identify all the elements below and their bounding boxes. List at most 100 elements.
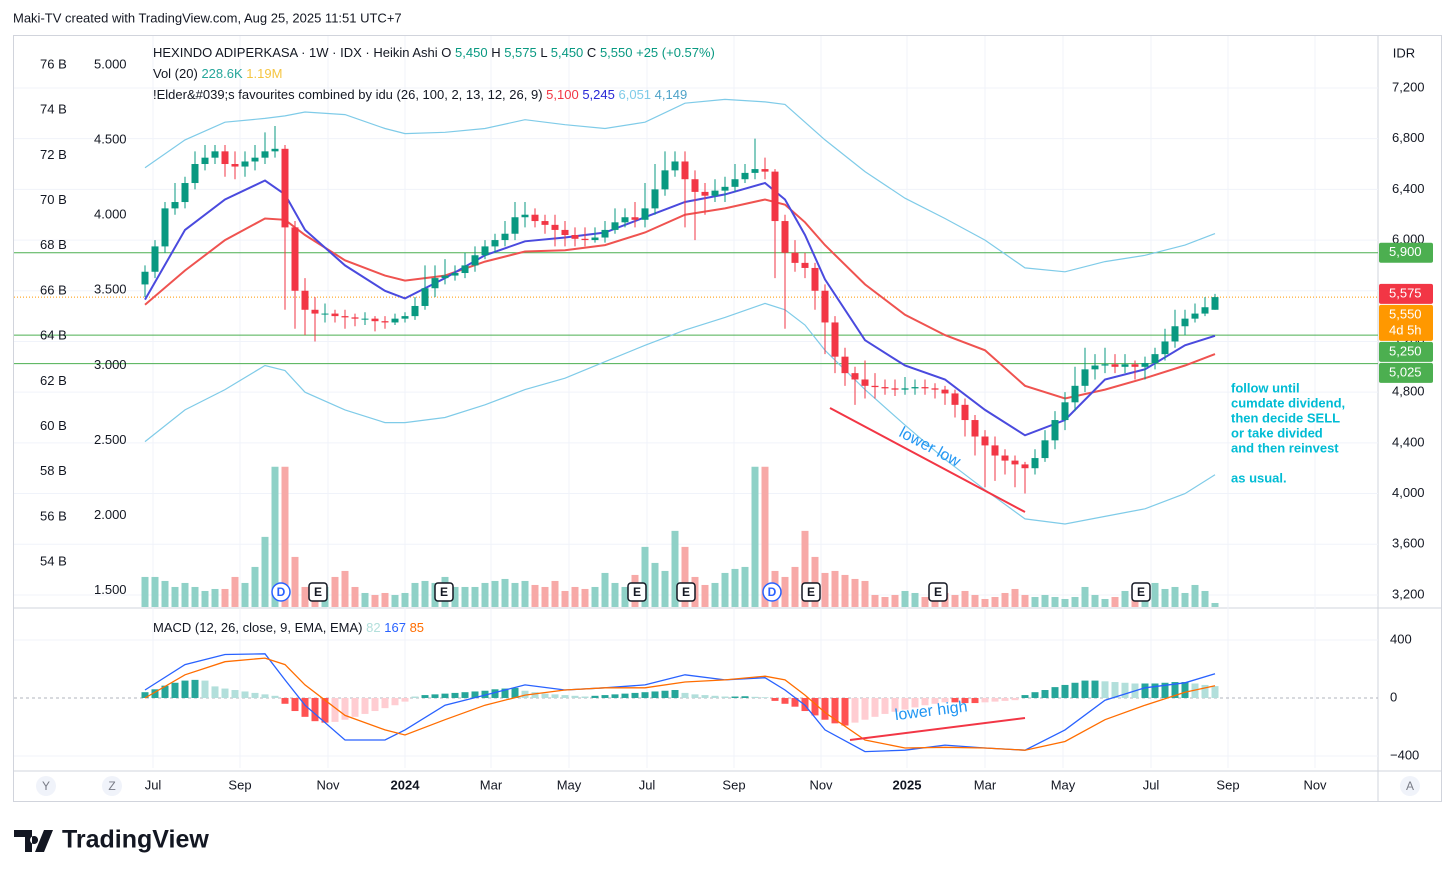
volume-bar [951, 594, 959, 607]
candle-body [1161, 341, 1169, 355]
volume-bar [991, 596, 999, 607]
macd-bar [461, 692, 469, 698]
volume-bar [421, 580, 429, 607]
left-scale-label: 66 B [40, 282, 67, 297]
x-tick-label: Mar [974, 777, 997, 792]
axis-button[interactable] [102, 776, 122, 796]
candle-body [1051, 420, 1059, 441]
macd-bar [561, 695, 569, 698]
volume-bar [611, 582, 619, 607]
candle-body [501, 233, 509, 241]
volume-bar [1041, 594, 1049, 607]
volume-bar [551, 580, 559, 607]
volume-bar [711, 582, 719, 607]
candle-body [311, 309, 319, 314]
candle-body [451, 273, 459, 276]
volume-bar [911, 592, 919, 607]
macd-bar [851, 697, 859, 723]
candle-body [891, 388, 899, 390]
macd-bar [511, 687, 519, 698]
volume-bar [841, 574, 849, 607]
volume-bar [781, 576, 789, 607]
event-label: E [807, 585, 815, 599]
candle-body [961, 404, 969, 421]
axis-button-label: Y [42, 779, 50, 793]
indicator-line [144, 302, 1216, 525]
candle-body [251, 157, 259, 162]
price-tag-label: 5,250 [1389, 343, 1422, 358]
candle-body [651, 189, 659, 209]
macd-bar [1201, 684, 1209, 698]
macd-bar [441, 693, 449, 698]
legend-item: H [491, 45, 500, 60]
macd-bar [471, 691, 479, 698]
event-badge [434, 582, 454, 602]
candle-body [661, 170, 669, 190]
volume-bar [341, 570, 349, 607]
volume-bar [271, 466, 279, 607]
macd-bar [971, 697, 979, 704]
x-tick-label: 2025 [893, 777, 922, 792]
x-tick-label: Sep [1216, 777, 1239, 792]
candle-body [1171, 326, 1179, 342]
legend-item: L [540, 45, 547, 60]
axis-button[interactable] [36, 776, 56, 796]
trend-line [849, 717, 1026, 741]
left-scale-label: 64 B [40, 328, 67, 343]
candle-body [1001, 455, 1009, 461]
volume-bar [1081, 586, 1089, 607]
event-marker: E [308, 582, 328, 602]
volume-bar [761, 466, 769, 607]
macd-bar [371, 697, 379, 712]
candle-body [611, 222, 619, 230]
volume-bar [231, 576, 239, 607]
y-tick-label: 400 [1390, 631, 1412, 646]
volume-bar [1121, 590, 1129, 607]
macd-bar [321, 697, 329, 723]
candle-body [781, 221, 789, 253]
event-badge [1131, 582, 1151, 602]
event-marker: E [627, 582, 647, 602]
volume-bar [401, 592, 409, 607]
candle-body [441, 275, 449, 279]
volume-bar [351, 586, 359, 607]
candle-body [1121, 364, 1129, 367]
candle-body [1011, 460, 1019, 465]
macd-bar [791, 697, 799, 707]
legend-item: HEXINDO ADIPERKASA · 1W · IDX · Heikin A… [153, 45, 438, 60]
macd-bar [251, 692, 259, 698]
candle-body [931, 388, 939, 390]
candle-body [941, 389, 949, 394]
macd-bar [861, 697, 869, 720]
macd-bar [781, 697, 789, 704]
candle-body [881, 387, 889, 389]
candle-body [351, 317, 359, 319]
volume-bar [701, 584, 709, 607]
left-scale-label: 2.500 [94, 432, 127, 447]
candle-body [1131, 364, 1139, 367]
candle-body [421, 288, 429, 306]
legend-item: Vol (20) [153, 66, 198, 81]
axis-button[interactable] [1400, 776, 1420, 796]
macd-bar [901, 697, 909, 710]
candle-body [1111, 364, 1119, 367]
left-scale-label: 60 B [40, 418, 67, 433]
event-label: D [277, 585, 286, 599]
macd-bar [451, 692, 459, 698]
legend-item: 4,149 [655, 87, 688, 102]
event-label: E [682, 585, 690, 599]
candle-body [481, 246, 489, 256]
macd-bar [351, 697, 359, 717]
candle-body [981, 436, 989, 446]
x-tick-label: Nov [809, 777, 833, 792]
candle-body [1211, 297, 1219, 310]
volume-bar [1191, 584, 1199, 607]
legend-line: Vol (20) 228.6K 1.19M [153, 66, 282, 81]
legend-item: 5,575 [504, 45, 537, 60]
candle-body [341, 316, 349, 318]
candle-body [461, 265, 469, 274]
left-scale-label: 5.000 [94, 56, 127, 71]
macd-bar [811, 697, 819, 716]
volume-bar [1101, 598, 1109, 607]
x-tick-label: Sep [722, 777, 745, 792]
